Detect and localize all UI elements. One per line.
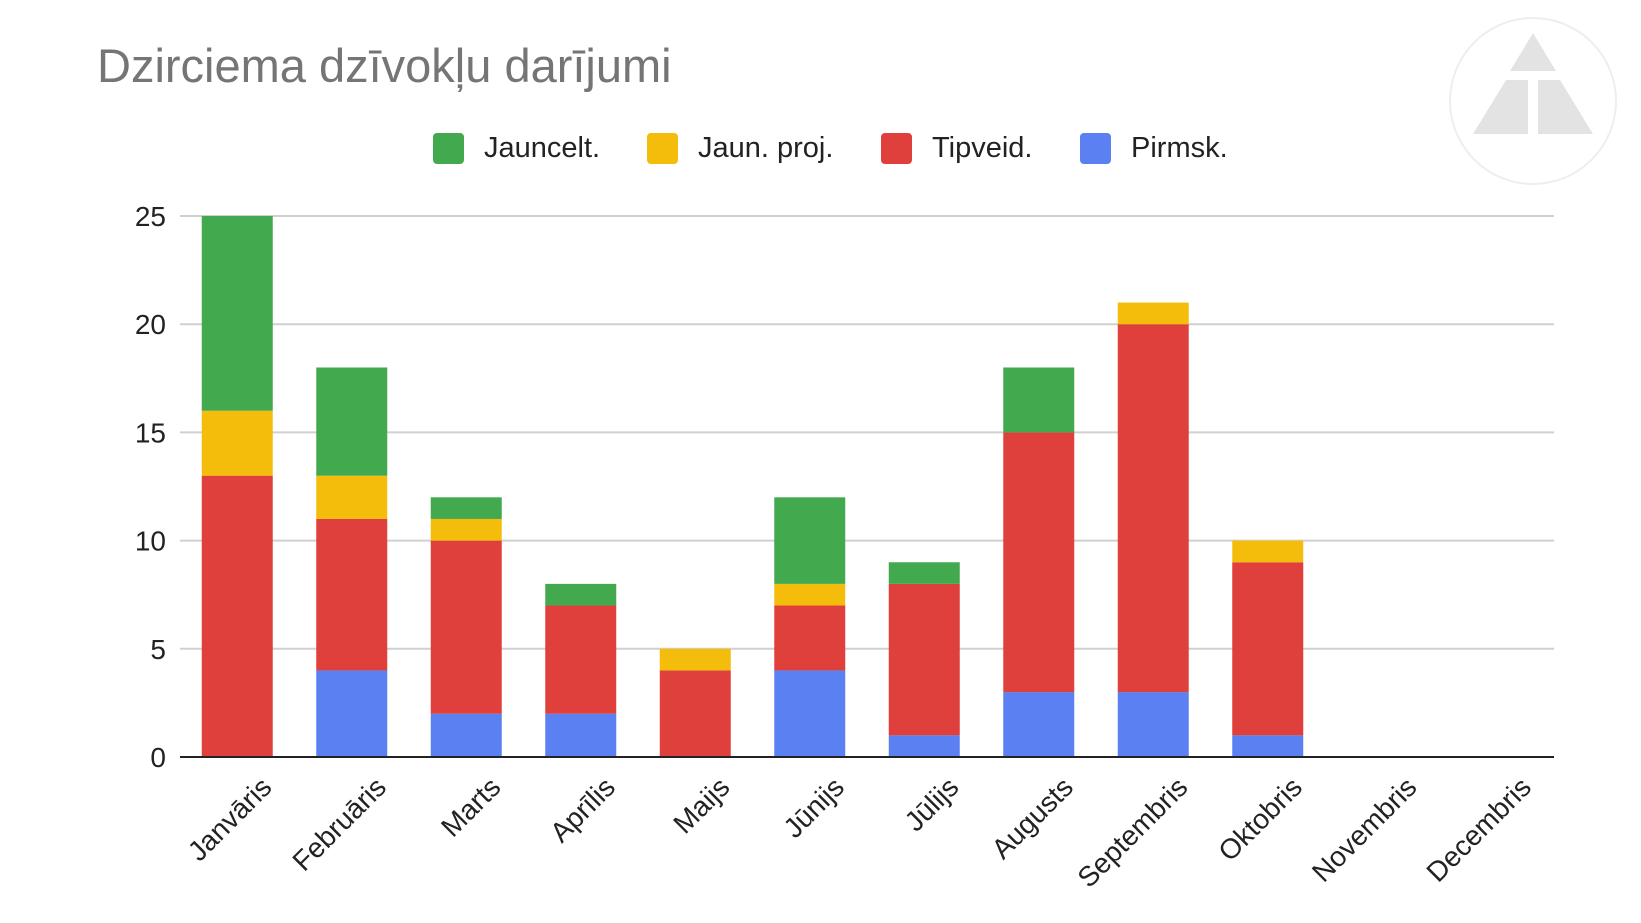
x-tick-label: Marts [435, 771, 506, 842]
bar-segment[interactable] [659, 670, 731, 757]
bar-segment[interactable] [430, 713, 502, 757]
bar-segment[interactable] [1003, 692, 1075, 757]
x-tick-label: Jūnijs [777, 771, 850, 844]
bar-segment[interactable] [316, 518, 388, 671]
y-tick-label: 15 [135, 417, 166, 448]
bar-segment[interactable] [545, 605, 617, 714]
x-tick-label: Septembris [1071, 771, 1193, 893]
legend-item-tipveid[interactable]: Tipveid. [881, 128, 1032, 168]
bars-layer [201, 216, 1304, 757]
legend-label-jaun-proj: Jaun. proj. [698, 131, 834, 164]
bar-segment[interactable] [659, 648, 731, 671]
bar-segment[interactable] [316, 475, 388, 519]
bar-segment[interactable] [774, 583, 846, 606]
x-tick-label: Aprīlis [544, 771, 621, 848]
bar-segment[interactable] [1003, 432, 1075, 693]
bar-segment[interactable] [430, 497, 502, 519]
legend-label-tipveid: Tipveid. [932, 131, 1033, 164]
legend: Jauncelt. Jaun. proj. Tipveid. Pirmsk. [0, 128, 1641, 168]
bar-segment[interactable] [888, 583, 960, 736]
y-tick-label: 20 [135, 309, 166, 340]
triangle-logo-icon [1449, 17, 1617, 185]
x-tick-label: Jūlijs [899, 771, 965, 837]
y-tick-label: 0 [150, 742, 166, 773]
bar-segment[interactable] [1003, 367, 1075, 433]
x-tick-label: Decembris [1420, 771, 1537, 888]
legend-swatch-jauncelt [433, 132, 464, 164]
bar-segment[interactable] [1232, 562, 1304, 736]
legend-item-jauncelt[interactable]: Jauncelt. [433, 128, 600, 168]
grid-layer [180, 215, 1554, 650]
bar-segment[interactable] [545, 583, 617, 606]
bar-segment[interactable] [1117, 324, 1189, 693]
y-tick-label: 5 [150, 634, 166, 665]
legend-swatch-pirmsk [1080, 132, 1111, 164]
y-tick-label: 10 [135, 526, 166, 557]
x-tick-label: Maijs [667, 771, 735, 839]
bar-segment[interactable] [888, 562, 960, 584]
bar-segment[interactable] [1232, 735, 1304, 757]
bar-segment[interactable] [888, 735, 960, 757]
x-tick-label: Februāris [286, 771, 392, 877]
legend-label-jauncelt: Jauncelt. [484, 131, 601, 164]
bar-segment[interactable] [545, 713, 617, 757]
x-tick-label: Oktobris [1212, 771, 1308, 867]
bar-segment[interactable] [774, 497, 846, 584]
bar-segment[interactable] [201, 216, 273, 411]
x-tick-label: Novembris [1306, 771, 1423, 888]
bar-segment[interactable] [774, 605, 846, 671]
legend-swatch-jaun-proj [647, 132, 678, 164]
bar-segment[interactable] [316, 367, 388, 476]
legend-label-pirmsk: Pirmsk. [1131, 131, 1228, 164]
bar-segment[interactable] [430, 518, 502, 541]
chart-title: Dzirciema dzīvokļu darījumi [97, 39, 672, 92]
bar-segment[interactable] [774, 670, 846, 757]
bar-segment[interactable] [201, 410, 273, 476]
x-tick-label: Janvāris [182, 771, 278, 867]
legend-item-pirmsk[interactable]: Pirmsk. [1080, 128, 1228, 168]
bar-segment[interactable] [316, 670, 388, 757]
bar-segment[interactable] [1117, 302, 1189, 325]
x-tick-label: Augusts [986, 771, 1079, 864]
bar-segment[interactable] [1117, 692, 1189, 757]
y-tick-label: 25 [135, 201, 166, 232]
bar-segment[interactable] [1232, 540, 1304, 563]
bar-segment[interactable] [201, 475, 273, 757]
bar-segment[interactable] [430, 540, 502, 714]
legend-swatch-tipveid [881, 132, 912, 164]
legend-item-jaun-proj[interactable]: Jaun. proj. [647, 128, 833, 168]
